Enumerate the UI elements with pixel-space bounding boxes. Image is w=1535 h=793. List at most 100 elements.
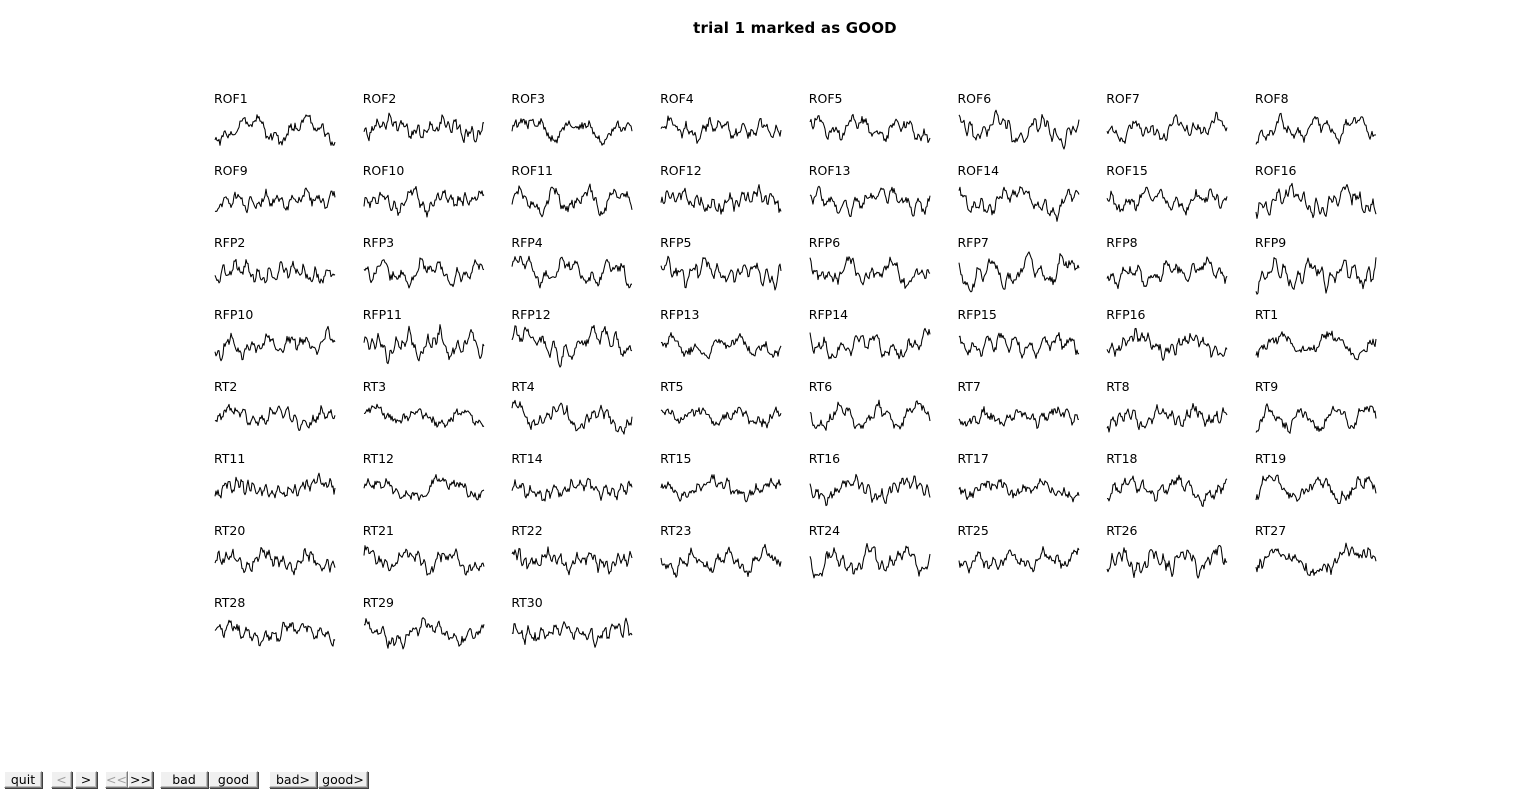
previous-trial-button[interactable]: < bbox=[51, 771, 72, 788]
channel-panel[interactable]: RT1 bbox=[1255, 308, 1377, 378]
channel-panel[interactable]: RT2 bbox=[214, 380, 336, 450]
channel-panel[interactable]: RT18 bbox=[1106, 452, 1228, 522]
channel-panel[interactable]: RT17 bbox=[958, 452, 1080, 522]
channel-panel[interactable]: ROF10 bbox=[363, 164, 485, 234]
channel-panel[interactable]: RT6 bbox=[809, 380, 931, 450]
channel-trace bbox=[957, 546, 1079, 574]
channel-label: RFP10 bbox=[214, 307, 254, 322]
channel-panel[interactable]: RT11 bbox=[214, 452, 336, 522]
channel-panel[interactable]: ROF1 bbox=[214, 92, 336, 162]
signal-line bbox=[1106, 111, 1228, 144]
channel-label: RT9 bbox=[1254, 379, 1279, 394]
quit-button[interactable]: quit bbox=[4, 771, 42, 788]
channel-panel[interactable]: RFP2 bbox=[214, 236, 336, 306]
channel-panel[interactable]: RT8 bbox=[1106, 380, 1228, 450]
channel-panel[interactable]: RT20 bbox=[214, 524, 336, 594]
channel-panel[interactable]: RFP9 bbox=[1255, 236, 1377, 306]
channel-panel[interactable]: RFP4 bbox=[511, 236, 633, 306]
first-trial-button[interactable]: << bbox=[105, 771, 128, 788]
signal-line bbox=[809, 542, 931, 579]
channel-label: ROF3 bbox=[511, 91, 546, 106]
channel-panel[interactable]: RT25 bbox=[958, 524, 1080, 594]
channel-panel[interactable]: RFP7 bbox=[958, 236, 1080, 306]
channel-trace bbox=[660, 332, 782, 360]
figure-title: trial 1 marked as GOOD bbox=[693, 19, 897, 37]
channel-panel[interactable]: RFP13 bbox=[660, 308, 782, 378]
mark-good-button[interactable]: good bbox=[209, 771, 258, 788]
channel-panel[interactable]: RT30 bbox=[511, 596, 633, 666]
signal-line bbox=[660, 184, 782, 215]
channel-panel[interactable]: ROF14 bbox=[958, 164, 1080, 234]
channel-panel[interactable]: RFP6 bbox=[809, 236, 931, 306]
channel-panel[interactable]: ROF16 bbox=[1255, 164, 1377, 234]
signal-line bbox=[1255, 542, 1377, 577]
channel-panel[interactable]: RFP11 bbox=[363, 308, 485, 378]
channel-panel[interactable]: RT24 bbox=[809, 524, 931, 594]
channel-panel[interactable]: RT14 bbox=[511, 452, 633, 522]
channel-panel[interactable]: RT22 bbox=[511, 524, 633, 594]
channel-panel[interactable]: RT29 bbox=[363, 596, 485, 666]
signal-line bbox=[1106, 186, 1228, 216]
channel-panel[interactable]: RT9 bbox=[1255, 380, 1377, 450]
channel-label: RT30 bbox=[511, 595, 543, 610]
channel-panel[interactable]: RFP8 bbox=[1106, 236, 1228, 306]
channel-panel[interactable]: RFP16 bbox=[1106, 308, 1228, 378]
channel-panel[interactable]: RT7 bbox=[958, 380, 1080, 450]
signal-line bbox=[511, 118, 633, 146]
channel-panel[interactable]: RT23 bbox=[660, 524, 782, 594]
channel-panel[interactable]: RT16 bbox=[809, 452, 931, 522]
channel-trace bbox=[958, 109, 1080, 150]
channel-panel[interactable]: RT27 bbox=[1255, 524, 1377, 594]
mark-bad-and-next-button[interactable]: bad> bbox=[269, 771, 317, 788]
channel-panel[interactable]: RT4 bbox=[511, 380, 633, 450]
channel-panel[interactable]: ROF13 bbox=[809, 164, 931, 234]
channel-panel[interactable]: ROF6 bbox=[958, 92, 1080, 162]
channel-panel[interactable]: RT15 bbox=[660, 452, 782, 522]
mark-bad-button[interactable]: bad bbox=[160, 771, 208, 788]
channel-panel[interactable]: RFP10 bbox=[214, 308, 336, 378]
channel-label: RT7 bbox=[957, 379, 981, 394]
channel-panel[interactable]: ROF3 bbox=[511, 92, 633, 162]
channel-trace bbox=[660, 115, 782, 144]
channel-label: RT15 bbox=[660, 451, 692, 466]
channel-trace bbox=[214, 619, 336, 647]
mark-good-and-next-button[interactable]: good> bbox=[318, 771, 368, 788]
channel-panel[interactable]: RFP12 bbox=[511, 308, 633, 378]
channel-panel[interactable]: RT3 bbox=[363, 380, 485, 450]
channel-trace bbox=[1255, 542, 1377, 577]
channel-panel[interactable]: RFP15 bbox=[958, 308, 1080, 378]
signal-line bbox=[363, 257, 484, 289]
signal-line bbox=[363, 474, 484, 502]
channel-label: RT28 bbox=[214, 595, 246, 610]
channel-panel[interactable]: RFP3 bbox=[363, 236, 485, 306]
last-trial-button[interactable]: >> bbox=[128, 771, 153, 788]
signal-line bbox=[660, 332, 782, 360]
channel-panel[interactable]: RFP5 bbox=[660, 236, 782, 306]
channel-panel[interactable]: ROF12 bbox=[660, 164, 782, 234]
channel-label: ROF8 bbox=[1254, 91, 1289, 106]
channel-panel[interactable]: ROF15 bbox=[1106, 164, 1228, 234]
channel-panel[interactable]: ROF4 bbox=[660, 92, 782, 162]
channel-label: RT27 bbox=[1254, 523, 1287, 538]
channel-panel[interactable]: RT5 bbox=[660, 380, 782, 450]
channel-trace bbox=[1255, 257, 1377, 295]
channel-panel[interactable]: RT21 bbox=[363, 524, 485, 594]
next-trial-button[interactable]: > bbox=[75, 771, 97, 788]
channel-trace bbox=[363, 617, 485, 650]
channel-panel[interactable]: ROF8 bbox=[1255, 92, 1377, 162]
channel-panel[interactable]: RT19 bbox=[1255, 452, 1377, 522]
channel-trace bbox=[214, 258, 336, 284]
signal-line bbox=[363, 617, 485, 650]
channel-panel[interactable]: ROF2 bbox=[363, 92, 485, 162]
channel-label: RT18 bbox=[1106, 451, 1138, 466]
channel-panel[interactable]: RFP14 bbox=[809, 308, 931, 378]
signal-line bbox=[363, 185, 485, 218]
channel-panel[interactable]: RT12 bbox=[363, 452, 485, 522]
channel-panel[interactable]: ROF11 bbox=[511, 164, 633, 234]
channel-panel[interactable]: ROF5 bbox=[809, 92, 931, 162]
channel-panel[interactable]: RT26 bbox=[1106, 524, 1228, 594]
channel-panel[interactable]: ROF7 bbox=[1106, 92, 1228, 162]
channel-panel[interactable]: RT28 bbox=[214, 596, 336, 666]
channel-trace bbox=[1106, 186, 1228, 216]
channel-panel[interactable]: ROF9 bbox=[214, 164, 336, 234]
